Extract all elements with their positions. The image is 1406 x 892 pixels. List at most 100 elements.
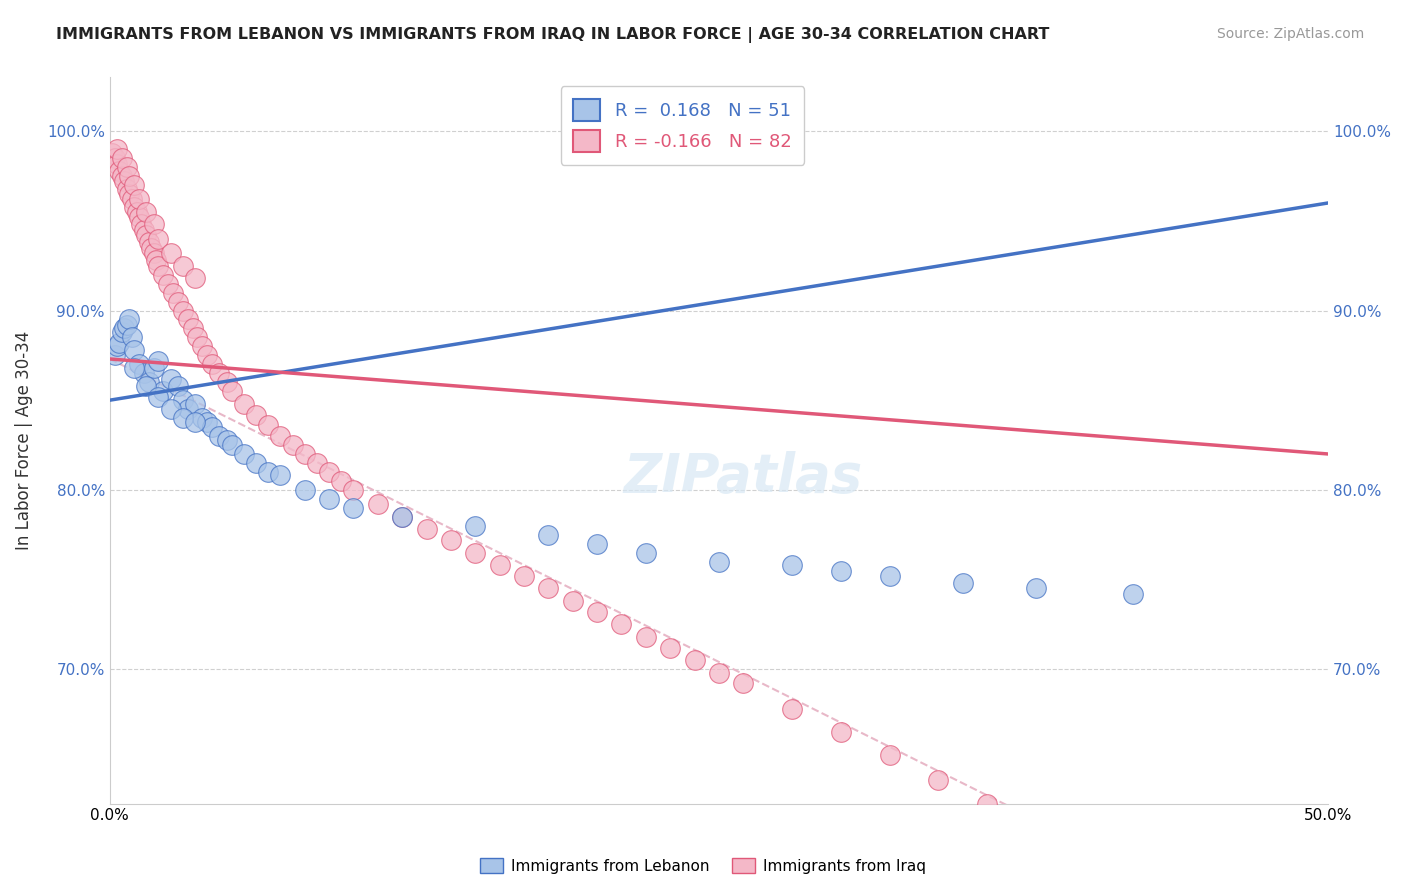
Text: ZIPatlas: ZIPatlas (624, 450, 863, 503)
Point (1073, 841, 1095, 855)
Point (128, 357, 150, 371)
Point (464, 518, 486, 533)
Point (634, 630, 657, 644)
Point (1025, 820, 1047, 834)
Point (464, 546, 486, 560)
Point (122, 360, 145, 375)
Point (195, 415, 218, 429)
Point (245, 408, 267, 422)
Point (586, 536, 609, 550)
Point (118, 169, 141, 183)
Point (138, 376, 160, 390)
Point (148, 390, 170, 404)
Point (135, 228, 157, 243)
Point (111, 169, 134, 183)
Point (488, 558, 510, 573)
Point (1122, 863, 1144, 877)
Point (115, 160, 138, 174)
Point (142, 218, 165, 232)
Point (318, 465, 340, 479)
Point (318, 491, 340, 506)
Point (952, 576, 974, 591)
Point (269, 468, 291, 483)
Point (879, 569, 901, 583)
Point (232, 447, 254, 461)
Point (342, 500, 364, 515)
Point (659, 640, 682, 655)
Point (1025, 582, 1047, 596)
Point (195, 348, 218, 362)
Point (132, 223, 155, 237)
Point (104, 151, 127, 165)
Point (108, 335, 131, 350)
Point (269, 429, 291, 443)
Point (105, 142, 128, 156)
Point (181, 321, 204, 335)
Point (221, 384, 243, 399)
Point (148, 259, 170, 273)
Point (121, 330, 143, 344)
Point (184, 397, 207, 411)
Point (634, 546, 657, 560)
Point (128, 193, 150, 207)
Point (330, 474, 353, 488)
Point (142, 246, 165, 260)
Point (184, 271, 207, 285)
Point (128, 211, 150, 225)
Point (391, 509, 413, 524)
Point (1171, 886, 1194, 892)
Point (537, 527, 560, 541)
Point (131, 218, 153, 232)
Point (157, 277, 180, 291)
Point (537, 582, 560, 596)
Point (201, 357, 224, 371)
Point (186, 330, 208, 344)
Point (118, 312, 141, 326)
Point (245, 456, 267, 470)
Point (135, 379, 157, 393)
Point (342, 483, 364, 497)
Point (215, 376, 238, 390)
Point (172, 411, 194, 425)
Point (105, 339, 128, 353)
Point (122, 178, 145, 192)
Point (111, 325, 134, 339)
Legend: Immigrants from Lebanon, Immigrants from Iraq: Immigrants from Lebanon, Immigrants from… (474, 852, 932, 880)
Point (172, 259, 194, 273)
Point (141, 241, 163, 255)
Point (152, 384, 174, 399)
Point (440, 533, 463, 547)
Y-axis label: In Labor Force | Age 30-34: In Labor Force | Age 30-34 (15, 331, 32, 550)
Point (172, 393, 194, 408)
Point (281, 438, 304, 452)
Point (208, 366, 231, 380)
Point (125, 205, 148, 219)
Point (172, 303, 194, 318)
Point (152, 268, 174, 282)
Point (191, 411, 214, 425)
Point (138, 235, 160, 250)
Point (830, 725, 852, 739)
Point (221, 438, 243, 452)
Point (135, 205, 157, 219)
Point (167, 379, 190, 393)
Point (162, 285, 184, 300)
Point (159, 372, 181, 386)
Point (142, 360, 165, 375)
Point (104, 348, 127, 362)
Point (184, 415, 207, 429)
Point (148, 353, 170, 368)
Point (610, 617, 633, 632)
Point (830, 564, 852, 578)
Point (305, 456, 328, 470)
Point (780, 701, 803, 715)
Point (145, 253, 167, 268)
Point (191, 339, 214, 353)
Point (232, 397, 254, 411)
Point (257, 465, 280, 479)
Point (108, 163, 131, 178)
Point (367, 497, 389, 511)
Legend: R =  0.168   N = 51, R = -0.166   N = 82: R = 0.168 N = 51, R = -0.166 N = 82 (561, 87, 804, 165)
Point (707, 555, 730, 569)
Point (586, 605, 609, 619)
